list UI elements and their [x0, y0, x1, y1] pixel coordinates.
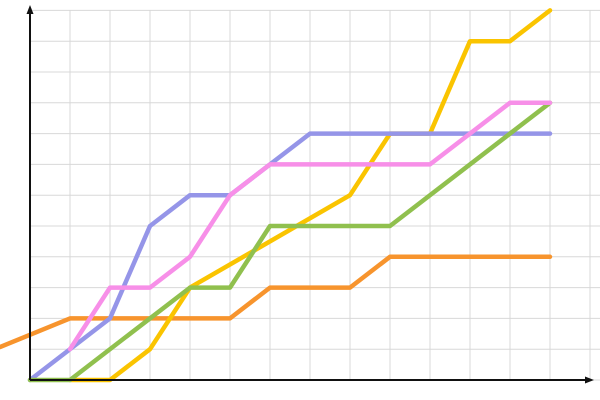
series-orange — [0, 254, 553, 350]
series-pink — [67, 100, 553, 352]
series-green — [27, 100, 553, 383]
axis-arrowheads — [26, 5, 594, 384]
x-axis-arrow — [585, 376, 594, 384]
axes — [29, 13, 588, 381]
y-axis-arrow — [26, 5, 34, 14]
grid — [29, 9, 600, 381]
series-blue — [27, 131, 553, 383]
